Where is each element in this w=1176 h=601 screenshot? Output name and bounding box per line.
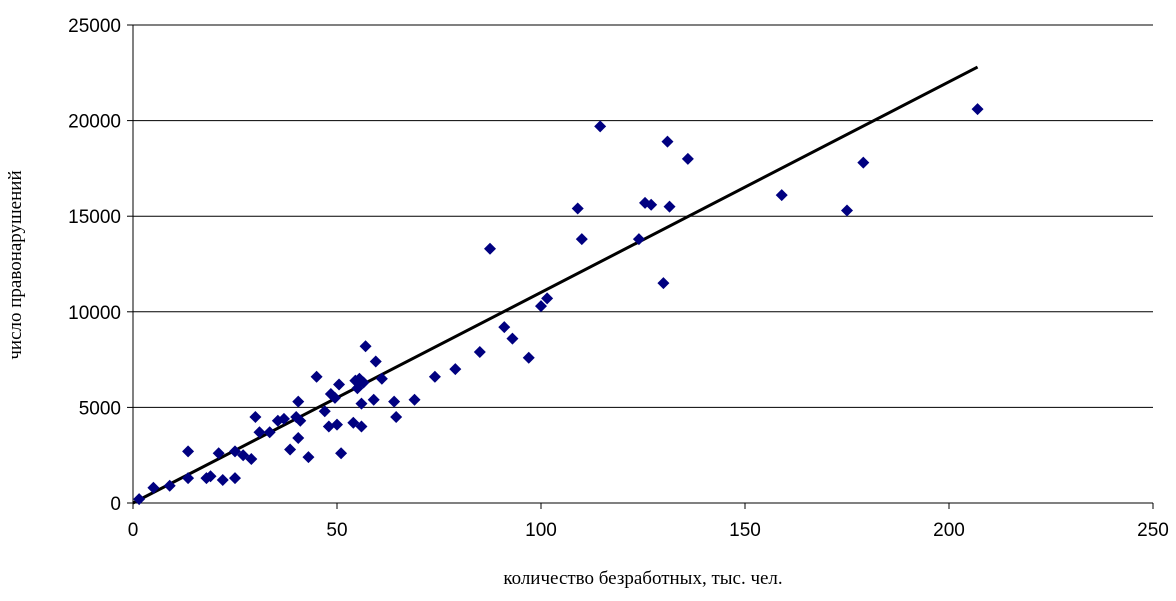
y-axis-title: число правонарушений [5,170,26,359]
data-point [971,103,984,116]
data-point [663,200,676,213]
data-point [249,410,262,423]
data-point [375,372,388,385]
data-point [857,156,870,169]
data-point [571,202,584,215]
y-tick-label: 0 [110,494,121,515]
data-point [367,393,380,406]
data-point [216,474,229,487]
data-point [212,447,225,460]
x-tick-label: 150 [729,520,761,541]
x-tick-label: 0 [128,520,139,541]
x-tick-label: 100 [525,520,557,541]
data-point [645,198,658,211]
data-point [388,395,401,408]
data-point [359,340,372,353]
data-point [355,397,368,410]
data-point [182,445,195,458]
data-point [661,135,674,148]
data-point [333,378,346,391]
data-point [245,453,258,466]
data-point [575,233,588,246]
y-tick-label: 15000 [68,207,121,228]
y-tick-label: 25000 [68,16,121,37]
axes [127,24,1154,509]
data-point [681,152,694,165]
data-point [841,204,853,217]
data-point [484,242,496,255]
data-points [133,103,984,506]
data-point [263,426,276,439]
x-axis-title: количество безработных, тыс. чел. [503,568,782,589]
data-point [657,277,670,290]
y-tick-label: 10000 [68,303,121,324]
data-point [284,443,297,456]
x-tick-label: 250 [1137,520,1169,541]
data-point [292,431,305,444]
data-point [277,412,290,425]
y-tick-label: 5000 [79,398,121,419]
data-point [498,321,511,334]
data-point [294,414,307,427]
data-point [369,355,382,368]
data-point [147,481,160,494]
data-point [449,363,462,376]
data-point [522,351,535,364]
data-point [632,233,645,246]
x-tick-label: 200 [933,520,965,541]
data-point [253,426,266,439]
data-point [310,370,323,383]
data-point [535,300,547,313]
data-point [473,345,486,358]
data-point [428,370,441,383]
data-point [302,451,315,464]
data-point [163,479,176,492]
data-point [292,395,305,408]
data-point [229,472,241,485]
data-point [541,292,554,305]
data-point [182,472,195,485]
data-point [775,189,788,202]
data-point [335,447,348,460]
gridlines [133,24,1153,408]
data-point [408,393,421,406]
data-point [328,391,341,404]
tick-labels: 0 50 100 150 200 250 0 5000 10000 15000 20000 25000 [68,16,1169,541]
data-point [204,470,217,483]
data-point [322,420,335,433]
data-point [357,376,370,389]
data-point [133,493,146,506]
y-tick-label: 20000 [68,112,121,133]
data-point [355,420,368,433]
x-tick-label: 50 [326,520,347,541]
data-point [331,418,343,431]
data-point [594,120,607,133]
data-point [390,410,403,423]
data-point [506,332,519,345]
data-point [318,405,331,418]
